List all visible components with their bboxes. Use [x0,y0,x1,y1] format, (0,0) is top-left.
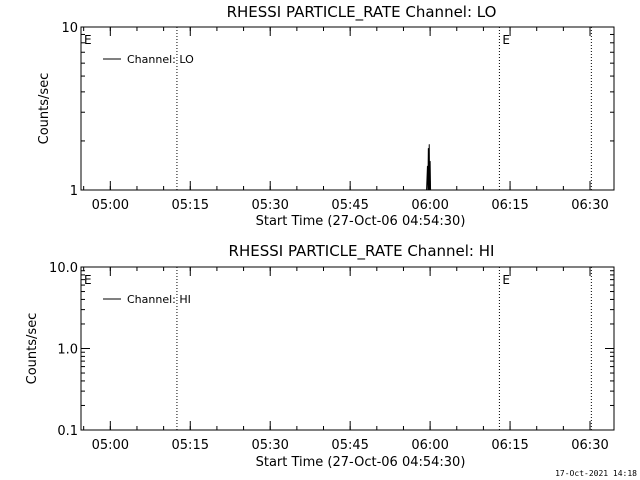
x-tick-label: 06:15 [491,438,528,453]
data-point [428,144,430,145]
chart-title: RHESSI PARTICLE_RATE Channel: HI [229,242,495,261]
x-tick-label: 05:15 [172,198,209,213]
data-point [429,189,431,191]
data-point [426,189,427,191]
plot-frame [80,266,615,431]
x-tick-label: 05:45 [331,438,368,453]
chart-title: RHESSI PARTICLE_RATE Channel: LO [227,3,497,22]
x-tick-label: 05:00 [92,198,129,213]
y-tick-label: 1 [70,184,78,199]
x-axis-label: Start Time (27-Oct-06 04:54:30) [256,214,466,229]
x-tick-label: 05:00 [92,438,129,453]
legend-entry: Channel: HI [127,293,191,306]
x-tick-label: 06:00 [411,198,448,213]
x-axis-label: Start Time (27-Oct-06 04:54:30) [256,455,466,470]
x-tick-label: 06:00 [411,438,448,453]
x-tick-label: 06:15 [491,198,528,213]
time-marker-label: E [502,33,510,47]
data-point [427,189,429,191]
time-marker-label: E [84,33,92,47]
plot-frame [80,26,615,191]
data-point [427,147,429,149]
x-tick-label: 05:45 [331,198,368,213]
legend-entry: Channel: LO [127,53,194,66]
time-marker-label: E [84,273,92,287]
x-tick-label: 05:30 [251,438,288,453]
x-tick-label: 05:15 [172,438,209,453]
data-point [430,189,432,191]
footer-timestamp: 17-Oct-2021 14:18 [555,469,637,478]
data-point [429,160,431,162]
y-tick-label: 10 [61,21,78,36]
data-point [427,165,428,167]
series-line-channello [426,144,432,191]
data-point [428,189,430,191]
y-tick-label: 0.1 [57,424,78,439]
y-axis-label: Counts/sec [37,73,52,145]
chart-panel-1: RHESSI PARTICLE_RATE Channel: LO 05:00 05:… [37,3,615,229]
x-tick-label: 06:30 [571,438,608,453]
x-tick-label: 06:30 [571,198,608,213]
y-axis-label: Counts/sec [25,313,40,385]
chart-panel-2: RHESSI PARTICLE_RATE Channel: HI 05:00 05:… [25,242,615,470]
y-tick-label: 10.0 [49,261,78,276]
x-tick-label: 05:30 [251,198,288,213]
time-marker-label: E [502,273,510,287]
y-tick-label: 1.0 [57,343,78,358]
